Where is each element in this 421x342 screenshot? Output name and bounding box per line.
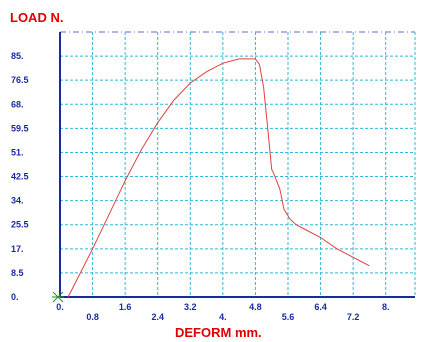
x-tick-labels: 0. 1.6 3.2 4.8 6.4 8. 0.8 2.4 4. 5.6 7.2 xyxy=(56,302,389,322)
y-tick-label: 76.5 xyxy=(11,75,29,85)
y-tick-label: 42.5 xyxy=(11,172,29,182)
y-tick-labels: 0. 8.5 17. 25.5 34. 42.5 51. 59.5 68. 76.5 85. xyxy=(11,51,29,302)
y-tick-label: 0. xyxy=(11,292,19,302)
x-tick-label: 0.8 xyxy=(86,312,99,322)
y-tick-label: 85. xyxy=(11,51,24,61)
x-tick-label: 1.6 xyxy=(119,302,132,312)
x-tick-label: 3.2 xyxy=(184,302,197,312)
x-tick-label: 0. xyxy=(56,302,64,312)
x-axis-title: DEFORM mm. xyxy=(175,325,262,340)
y-tick-label: 51. xyxy=(11,147,24,157)
x-tick-label: 7.2 xyxy=(347,312,360,322)
axes xyxy=(59,32,415,298)
y-tick-label: 25.5 xyxy=(11,220,29,230)
y-tick-label: 34. xyxy=(11,196,24,206)
x-tick-label: 4.8 xyxy=(249,302,262,312)
x-tick-label: 6.4 xyxy=(314,302,327,312)
x-tick-label: 5.6 xyxy=(282,312,295,322)
grid xyxy=(60,32,416,297)
x-tick-label: 4. xyxy=(219,312,227,322)
x-tick-label: 2.4 xyxy=(151,312,164,322)
y-tick-label: 68. xyxy=(11,99,24,109)
origin-marker xyxy=(52,291,64,303)
y-axis-title: LOAD N. xyxy=(10,10,63,25)
y-tick-label: 17. xyxy=(11,244,24,254)
y-tick-label: 59.5 xyxy=(11,123,29,133)
x-tick-label: 8. xyxy=(382,302,390,312)
y-tick-label: 8.5 xyxy=(11,268,24,278)
load-curve xyxy=(67,58,370,298)
